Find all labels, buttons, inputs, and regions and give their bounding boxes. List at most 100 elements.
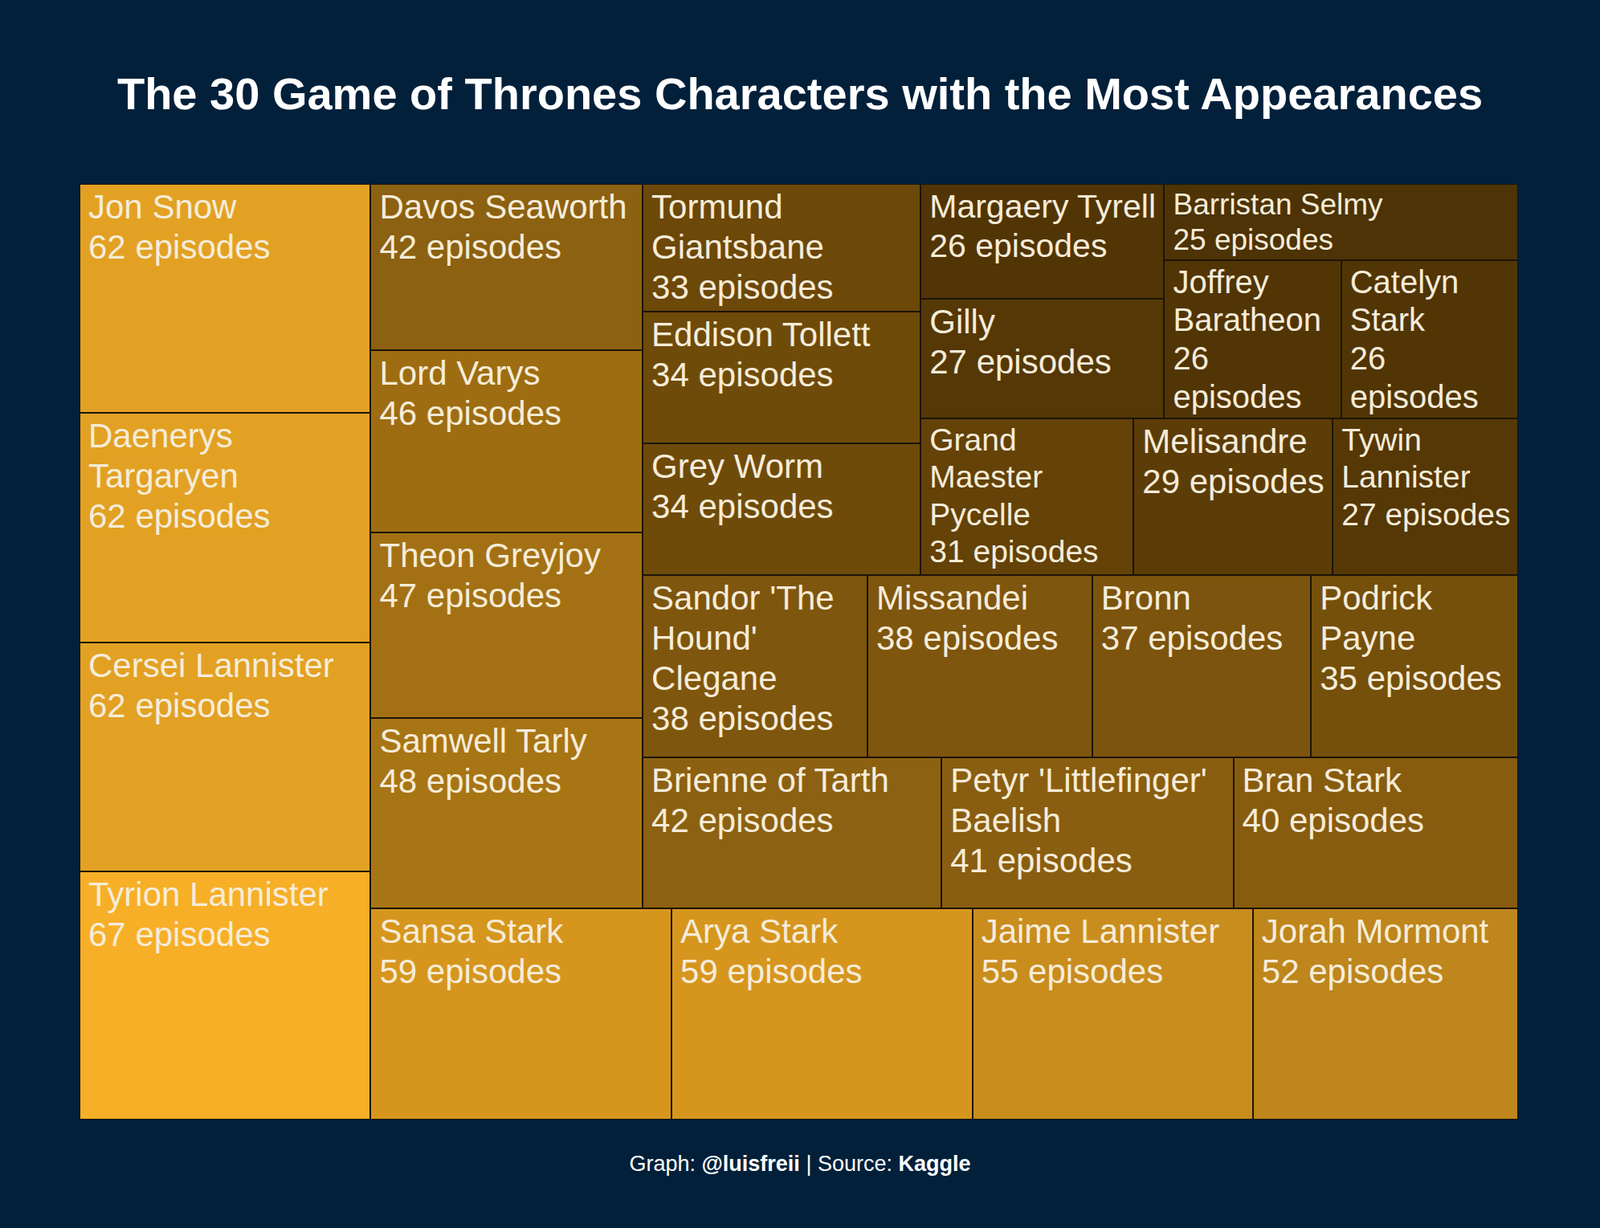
credit: Graph: @luisfreii | Source: Kaggle [0, 1151, 1600, 1177]
treemap-cell: Jorah Mormont52 episodes [1253, 908, 1519, 1120]
cell-value: 55 episodes [981, 951, 1246, 992]
cell-value: 40 episodes [1242, 800, 1511, 841]
cell-name: Cersei Lannister [88, 645, 364, 686]
cell-label: Samwell Tarly48 episodes [371, 718, 642, 908]
cell-label: Sandor 'The Hound' Clegane38 episodes [643, 575, 867, 757]
cell-name: Theon Greyjoy [379, 535, 636, 576]
cell-label: Tormund Giantsbane33 episodes [643, 184, 920, 311]
credit-text: @luisfreii [702, 1151, 800, 1176]
treemap-cell: Missandei38 episodes [867, 575, 1093, 758]
cell-value: 31 episodes [929, 533, 1127, 571]
treemap: Jon Snow62 episodesDaenerys Targaryen62 … [79, 183, 1519, 1120]
cell-label: Grey Worm34 episodes [643, 444, 920, 575]
cell-name: Catelyn Stark [1350, 263, 1511, 340]
cell-label: Grand Maester Pycelle31 episodes [921, 419, 1133, 575]
cell-name: Barristan Selmy [1172, 187, 1511, 223]
cell-name: Margaery Tyrell [929, 187, 1157, 227]
cell-value: 27 episodes [1341, 496, 1511, 534]
credit-text: Graph: [628, 1151, 696, 1176]
cell-name: Samwell Tarly [379, 721, 636, 762]
treemap-cell: Samwell Tarly48 episodes [370, 718, 643, 909]
cell-label: Gilly27 episodes [921, 299, 1164, 418]
cell-name: Bronn [1101, 578, 1304, 619]
treemap-cell: Sansa Stark59 episodes [370, 908, 672, 1120]
cell-name: Tyrion Lannister [88, 874, 364, 915]
treemap-cell: Jon Snow62 episodes [79, 183, 371, 413]
cell-label: Sansa Stark59 episodes [371, 909, 671, 1119]
cell-value: 41 episodes [950, 840, 1226, 882]
treemap-cell: Petyr 'Littlefinger' Baelish41 episodes [941, 757, 1233, 909]
treemap-cell: Grey Worm34 episodes [642, 443, 921, 576]
treemap-cell: Arya Stark59 episodes [671, 908, 973, 1120]
treemap-cell: Brienne of Tarth42 episodes [642, 757, 942, 909]
treemap-cell: Tyrion Lannister67 episodes [79, 871, 371, 1120]
cell-label: Eddison Tollett34 episodes [643, 312, 920, 443]
cell-label: Margaery Tyrell26 episodes [921, 184, 1164, 298]
cell-label: Bran Stark40 episodes [1234, 758, 1518, 908]
cell-value: 46 episodes [379, 393, 636, 434]
cell-label: Brienne of Tarth42 episodes [643, 758, 941, 908]
cell-name: Joffrey Baratheon [1172, 263, 1334, 340]
chart-title: The 30 Game of Thrones Characters with t… [0, 67, 1600, 120]
treemap-cell: Cersei Lannister62 episodes [79, 642, 371, 872]
credit-text: Source: [817, 1151, 893, 1176]
treemap-cell: Sandor 'The Hound' Clegane38 episodes [642, 575, 868, 758]
cell-label: Daenerys Targaryen62 episodes [80, 413, 370, 641]
treemap-cell: Tormund Giantsbane33 episodes [642, 183, 921, 312]
cell-value: 27 episodes [929, 342, 1157, 383]
cell-value: 48 episodes [379, 761, 636, 802]
cell-name: Missandei [876, 578, 1086, 619]
cell-value: 59 episodes [379, 951, 665, 992]
cell-label: Jorah Mormont52 episodes [1253, 909, 1518, 1119]
cell-value: 29 episodes [1142, 461, 1326, 503]
treemap-cell: Theon Greyjoy47 episodes [370, 532, 643, 719]
treemap-cell: Daenerys Targaryen62 episodes [79, 412, 371, 642]
cell-label: Bronn37 episodes [1093, 575, 1311, 757]
cell-name: Jon Snow [88, 187, 364, 228]
treemap-cell: Melisandre29 episodes [1133, 418, 1333, 576]
cell-name: Brienne of Tarth [651, 760, 935, 801]
cell-label: Lord Varys46 episodes [371, 351, 642, 532]
cell-value: 62 episodes [88, 227, 364, 268]
cell-name: Melisandre [1142, 421, 1326, 462]
cell-label: Joffrey Baratheon26 episodes [1164, 261, 1340, 418]
cell-value: 62 episodes [88, 685, 364, 727]
cell-value: 34 episodes [651, 486, 914, 527]
cell-value: 26 episodes [1172, 339, 1334, 417]
cell-label: Jaime Lannister55 episodes [973, 909, 1253, 1119]
treemap-cell: Bran Stark40 episodes [1233, 757, 1519, 909]
cell-label: Tyrion Lannister67 episodes [80, 872, 370, 1119]
cell-name: Jorah Mormont [1261, 911, 1511, 952]
cell-label: Jon Snow62 episodes [80, 184, 370, 413]
cell-value: 67 episodes [88, 914, 364, 956]
cell-value: 33 episodes [651, 267, 914, 308]
treemap-cell: Lord Varys46 episodes [370, 350, 643, 533]
cell-value: 35 episodes [1319, 658, 1511, 699]
cell-name: Daenerys Targaryen [88, 416, 364, 497]
treemap-cell: Gilly27 episodes [920, 298, 1164, 419]
treemap-cell: Barristan Selmy25 episodes [1163, 183, 1519, 261]
cell-label: Missandei38 episodes [868, 575, 1092, 757]
cell-value: 38 episodes [876, 618, 1086, 659]
cell-name: Sandor 'The Hound' Clegane [651, 578, 861, 699]
treemap-cell: Davos Seaworth42 episodes [370, 183, 643, 351]
treemap-cell: Podrick Payne35 episodes [1310, 575, 1519, 758]
cell-value: 25 episodes [1172, 222, 1511, 258]
cell-value: 37 episodes [1101, 618, 1304, 659]
cell-name: Grey Worm [651, 446, 914, 487]
cell-value: 26 episodes [929, 226, 1157, 266]
cell-value: 34 episodes [651, 355, 914, 396]
treemap-cell: Grand Maester Pycelle31 episodes [920, 418, 1134, 576]
cell-name: Bran Stark [1242, 760, 1511, 801]
cell-label: Davos Seaworth42 episodes [371, 184, 642, 350]
cell-label: Melisandre29 episodes [1134, 419, 1332, 575]
cell-name: Lord Varys [379, 353, 636, 394]
cell-name: Grand Maester Pycelle [929, 421, 1127, 534]
cell-label: Cersei Lannister62 episodes [80, 643, 370, 871]
cell-value: 47 episodes [379, 575, 636, 617]
treemap-cell: Eddison Tollett34 episodes [642, 311, 921, 444]
cell-label: Barristan Selmy25 episodes [1164, 184, 1518, 260]
treemap-cell: Tywin Lannister27 episodes [1332, 418, 1519, 576]
cell-name: Tormund Giantsbane [651, 187, 914, 268]
cell-name: Jaime Lannister [981, 911, 1246, 952]
